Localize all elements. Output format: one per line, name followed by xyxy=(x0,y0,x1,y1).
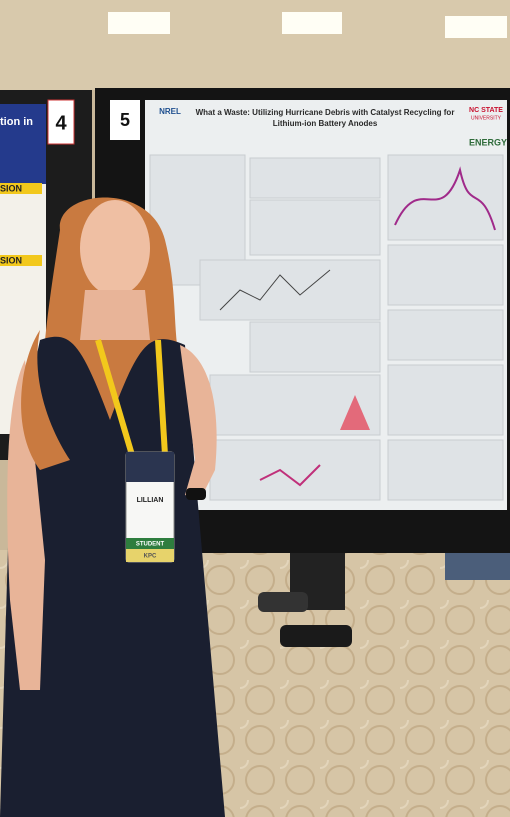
face xyxy=(80,200,150,296)
label-band xyxy=(0,255,42,266)
badge-band xyxy=(126,538,174,549)
plot-line xyxy=(259,464,321,487)
watch xyxy=(186,488,206,500)
logo: UNIVERSITY xyxy=(471,115,502,121)
badge-name: LILLIAN xyxy=(137,497,164,504)
plot-line xyxy=(394,166,496,231)
badge-role: STUDENT xyxy=(136,542,165,548)
figure xyxy=(387,309,504,361)
number-card xyxy=(110,100,140,140)
arm xyxy=(7,360,46,690)
logo: ENERGY xyxy=(469,137,507,147)
hair xyxy=(21,330,70,470)
poster-title: What a Waste: Utilizing Hurricane Debris… xyxy=(196,108,455,117)
label-band xyxy=(0,183,42,194)
ceiling xyxy=(0,0,510,90)
figure xyxy=(249,321,381,373)
text-block xyxy=(387,439,504,501)
text-block xyxy=(249,199,381,256)
arm xyxy=(180,345,217,500)
badge-band xyxy=(126,549,174,562)
left-poster-label: SION xyxy=(0,255,22,265)
figure xyxy=(387,154,504,241)
ceiling-light xyxy=(282,12,342,34)
figure xyxy=(249,157,381,199)
badge-header xyxy=(126,452,174,482)
figure xyxy=(387,244,504,306)
plot-peak xyxy=(340,395,370,430)
lanyard xyxy=(95,339,135,456)
plot-line xyxy=(219,269,331,311)
logo: NREL xyxy=(159,107,181,116)
left-poster-header xyxy=(0,104,46,184)
poster-content xyxy=(149,154,504,501)
ceiling-light xyxy=(108,12,170,34)
number-card xyxy=(47,99,75,145)
figure xyxy=(387,364,504,436)
poster-number: 4 xyxy=(55,112,67,134)
shoe xyxy=(258,592,308,612)
person-legs xyxy=(445,550,510,580)
logo: NC STATE xyxy=(469,107,503,114)
poster-title: Lithium-ion Battery Anodes xyxy=(273,119,378,128)
figure xyxy=(199,259,381,321)
shoe xyxy=(280,625,352,647)
left-poster-label: SION xyxy=(0,183,22,193)
neck xyxy=(80,290,150,340)
poster-number: 5 xyxy=(120,110,130,130)
left-poster-heading: tion in xyxy=(0,116,33,128)
figure xyxy=(209,439,381,501)
ceiling-light xyxy=(445,16,507,38)
badge-code: KPC xyxy=(144,554,157,560)
lanyard xyxy=(155,339,168,456)
